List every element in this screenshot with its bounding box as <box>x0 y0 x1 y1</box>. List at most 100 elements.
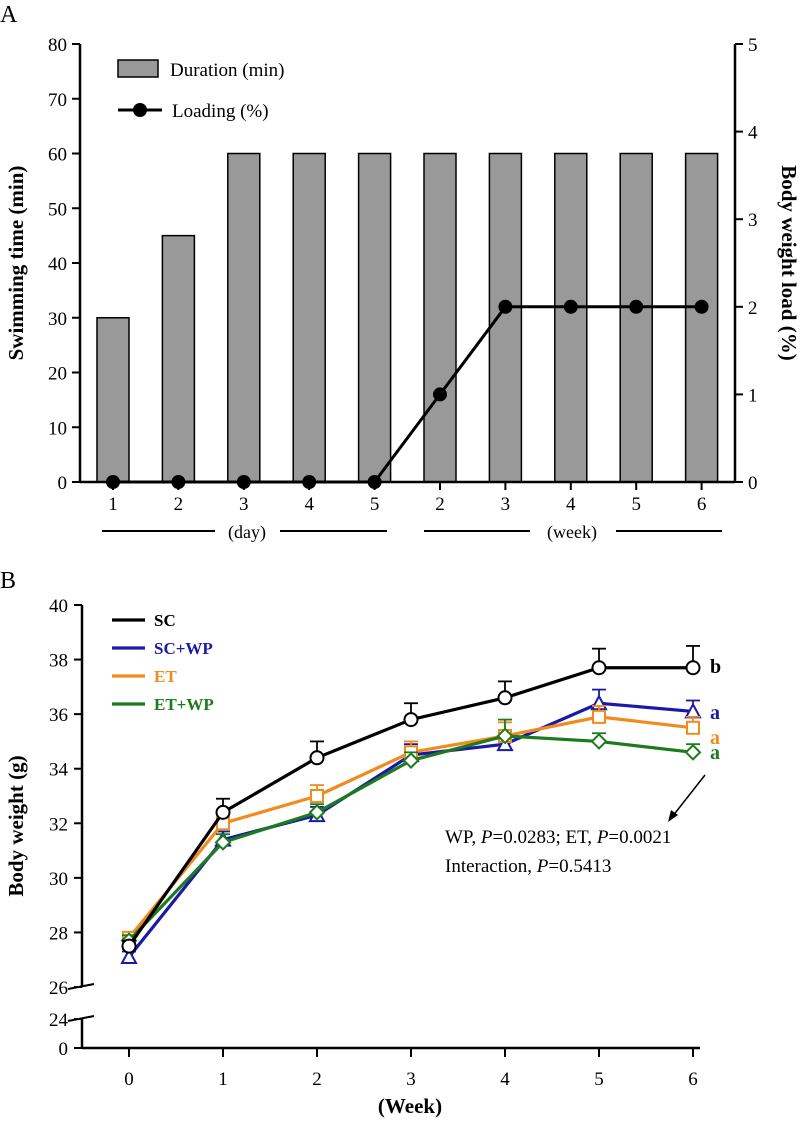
marker-square <box>686 720 700 735</box>
loading-point <box>106 475 120 489</box>
y-tick-label: 50 <box>48 199 67 220</box>
loading-point <box>171 475 186 489</box>
week-group-label: (week) <box>547 522 597 543</box>
marker-circle <box>309 750 325 766</box>
panel-a-group-labels: (day) (week) <box>102 522 722 543</box>
legend-loading-marker <box>133 103 147 117</box>
loading-point <box>367 475 382 489</box>
y-tick-label: 60 <box>48 145 67 166</box>
loading-series-line <box>113 305 702 484</box>
panel-a-y2-ticks: 0 1 2 3 4 5 <box>735 35 758 494</box>
panel-b-series <box>120 645 702 964</box>
series-et-plus-wp <box>120 718 702 950</box>
marker-diamond <box>214 833 232 851</box>
x-tick-label: 4 <box>304 494 314 515</box>
y-tick-label: 38 <box>49 651 68 672</box>
y-tick-label: 30 <box>49 869 68 890</box>
panel-a-bars <box>96 152 719 483</box>
x-tick-label: 4 <box>500 1069 510 1090</box>
panel-b-legend: SC SC+WP ET ET+WP <box>112 611 214 714</box>
marker-circle <box>685 660 701 676</box>
x-tick-label: 2 <box>174 494 184 515</box>
y-tick-label: 30 <box>48 309 67 330</box>
y-tick-label: 0 <box>58 473 68 494</box>
marker-circle <box>403 712 419 728</box>
legend-label: SC <box>154 611 176 630</box>
duration-bar <box>684 152 719 483</box>
y-tick-label: 32 <box>49 814 68 835</box>
marker-diamond <box>402 752 420 769</box>
panel-a-loading-line <box>106 299 709 489</box>
panel-a-y2-label: Body weight load (%) <box>777 165 800 360</box>
marker-square <box>592 709 606 724</box>
panel-a-y-ticks: 0 10 20 30 40 50 60 70 80 <box>48 35 80 494</box>
panel-b-annotation: WP, P=0.0283; ET, P=0.0021 Interaction, … <box>445 774 706 877</box>
duration-bar <box>488 152 523 483</box>
x-tick-label: 3 <box>406 1069 416 1090</box>
legend-label: SC+WP <box>154 639 213 658</box>
panel-b-label: B <box>0 568 16 594</box>
marker-circle <box>121 938 137 954</box>
marker-triangle <box>120 947 138 964</box>
significance-letter: a <box>710 742 720 764</box>
panel-b-y-ticks: 26 28 30 32 34 36 38 40 24 0 <box>49 596 82 1060</box>
annotation-arrow-head <box>668 810 678 822</box>
legend-label: ET <box>154 667 177 686</box>
marker-circle <box>215 804 231 820</box>
panel-b-y-label: Body weight (g) <box>4 755 28 896</box>
marker-square <box>310 789 324 803</box>
y-tick-label: 20 <box>48 364 67 385</box>
loading-point <box>236 475 251 489</box>
legend-duration-swatch <box>117 59 159 78</box>
duration-bar <box>357 152 392 483</box>
y2-tick-label: 2 <box>748 298 758 319</box>
y2-tick-label: 1 <box>748 385 758 406</box>
y-tick-label: 34 <box>49 760 69 781</box>
y-tick-label: 40 <box>48 254 67 275</box>
duration-bar <box>292 152 326 483</box>
duration-bar <box>554 152 588 483</box>
y-tick-label: 24 <box>49 1010 69 1031</box>
panel-b-x-ticks: 0 1 2 3 4 5 6 <box>124 1048 698 1090</box>
y-tick-label: 0 <box>59 1039 69 1060</box>
x-tick-label: 6 <box>688 1069 698 1090</box>
x-tick-label: 5 <box>631 494 641 515</box>
annotation-arrow-shaft <box>671 774 706 818</box>
panel-a-x-ticks: 1 2 3 4 5 2 3 4 5 6 <box>108 482 706 515</box>
y2-tick-label: 4 <box>748 123 758 144</box>
marker-diamond <box>496 727 514 745</box>
x-tick-label: 5 <box>594 1069 604 1090</box>
y-tick-label: 36 <box>49 705 68 726</box>
panel-a-legend: Duration (min) Loading (%) <box>117 59 285 122</box>
significance-letter: b <box>710 656 721 678</box>
series-sc <box>121 645 701 954</box>
loading-point <box>302 475 317 489</box>
y-tick-label: 26 <box>49 978 68 999</box>
legend-loading-label: Loading (%) <box>172 101 269 122</box>
significance-letter: a <box>710 702 720 724</box>
loading-point <box>629 299 644 314</box>
duration-bar <box>227 152 261 483</box>
marker-circle <box>591 660 607 676</box>
x-tick-label: 1 <box>218 1069 228 1090</box>
panel-a-y-label: Swimming time (min) <box>4 166 28 361</box>
day-group-label: (day) <box>228 522 266 543</box>
duration-bar <box>619 152 653 483</box>
duration-bar <box>423 152 457 483</box>
y2-tick-label: 0 <box>748 473 758 494</box>
loading-point <box>694 299 709 314</box>
y-tick-label: 10 <box>48 418 67 439</box>
legend-label: ET+WP <box>154 695 214 714</box>
y2-tick-label: 5 <box>748 35 758 56</box>
x-tick-label: 1 <box>108 494 118 515</box>
x-tick-label: 2 <box>312 1069 322 1090</box>
panel-b-significance-letters: b aaa <box>710 656 721 764</box>
x-tick-label: 2 <box>435 494 445 515</box>
legend-duration-label: Duration (min) <box>170 60 285 81</box>
x-tick-label: 0 <box>124 1069 134 1090</box>
loading-point <box>498 299 513 314</box>
x-tick-label: 6 <box>697 494 707 515</box>
x-tick-label: 4 <box>566 494 576 515</box>
annotation-line-1: WP, P=0.0283; ET, P=0.0021 <box>445 827 671 848</box>
